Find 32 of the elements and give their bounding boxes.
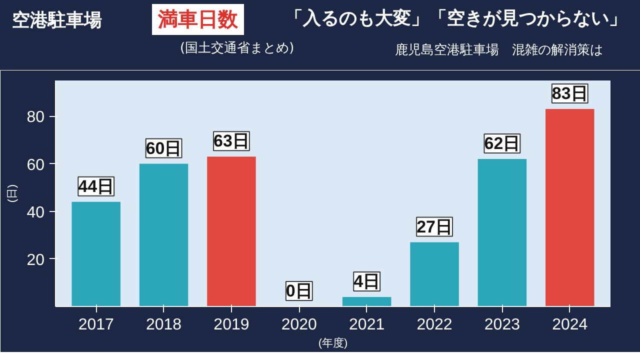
bar (207, 156, 256, 306)
bar (342, 296, 392, 306)
bar (410, 242, 459, 306)
y-tick-label: 60 (26, 156, 45, 174)
x-tick-label: 2021 (349, 316, 385, 334)
x-tick-label: 2017 (78, 316, 114, 334)
data-label: 0日 (286, 282, 312, 300)
data-label: 83日 (552, 84, 588, 104)
y-tick-label: 40 (26, 204, 45, 222)
x-tick-label: 2019 (214, 316, 250, 334)
y-tick-label: 80 (26, 109, 45, 126)
x-tick-label: 2020 (281, 316, 318, 334)
chart-title: 空港駐車場 (12, 9, 102, 33)
data-label: 63日 (214, 132, 250, 151)
data-label: 62日 (484, 134, 520, 154)
text: 「入るのも大変」「空きが見つからない」 (285, 7, 627, 31)
data-label: 60日 (146, 138, 182, 158)
y-axis-title: (日) (6, 184, 19, 203)
x-axis-title: (年度) (318, 336, 348, 350)
y-tick-label: 20 (26, 252, 45, 269)
text: (国土交通省まとめ) (180, 40, 294, 58)
text: 鹿児島空港駐車場 混雑の解消策は (395, 42, 603, 60)
bar (546, 109, 594, 306)
chart-subtitle: 満車日数 (152, 4, 244, 35)
bar (72, 202, 120, 306)
bar (139, 164, 188, 306)
x-tick-label: 2023 (484, 316, 520, 334)
x-tick-label: 2022 (416, 316, 452, 334)
x-tick-label: 2018 (146, 316, 182, 334)
data-label: 27日 (416, 217, 452, 236)
bar (478, 159, 527, 306)
x-tick-label: 2024 (552, 316, 588, 334)
